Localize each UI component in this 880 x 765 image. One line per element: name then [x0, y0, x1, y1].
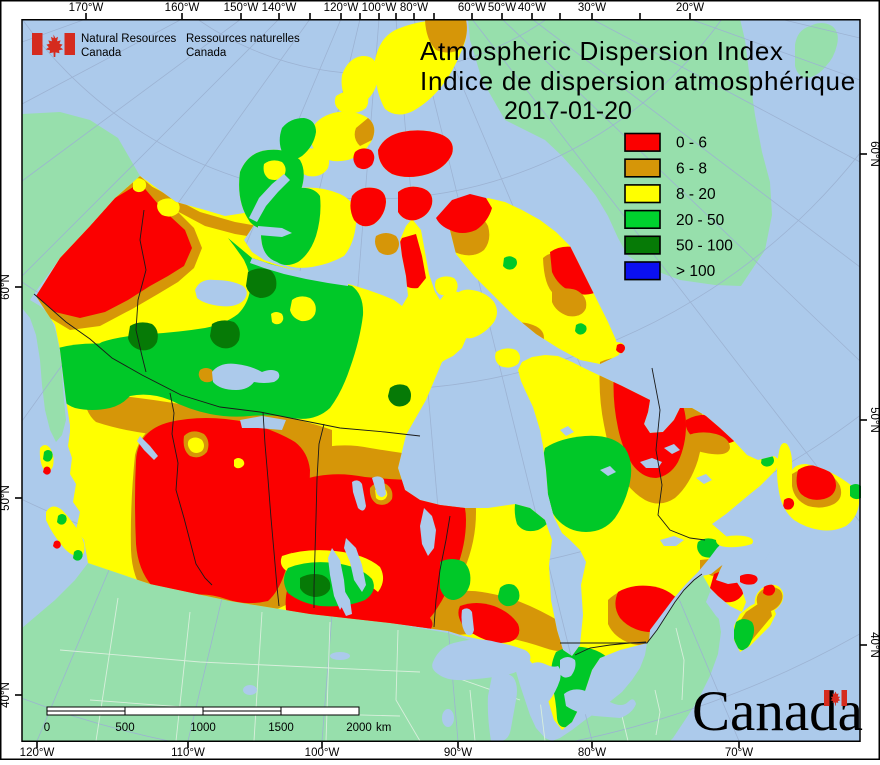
svg-text:2017-01-20: 2017-01-20: [504, 97, 632, 125]
svg-text:80°W: 80°W: [400, 2, 428, 14]
svg-text:110°W: 110°W: [171, 747, 205, 759]
svg-text:1000: 1000: [190, 722, 216, 734]
svg-text:60°W: 60°W: [458, 2, 486, 14]
svg-text:> 100: > 100: [676, 263, 716, 280]
svg-text:60°N: 60°N: [0, 274, 12, 300]
svg-text:2000: 2000: [346, 722, 372, 734]
svg-text:90°W: 90°W: [444, 747, 472, 759]
svg-text:0: 0: [44, 722, 50, 734]
svg-text:40°W: 40°W: [518, 2, 546, 14]
svg-text:120°W: 120°W: [324, 2, 359, 14]
svg-text:km: km: [376, 722, 391, 734]
svg-text:6 - 8: 6 - 8: [676, 160, 707, 177]
svg-text:100°W: 100°W: [305, 747, 340, 759]
svg-text:170°W: 170°W: [69, 2, 104, 14]
svg-text:20°W: 20°W: [676, 2, 704, 14]
svg-text:Canada: Canada: [692, 680, 863, 743]
svg-text:Indice de dispersion atmosphér: Indice de dispersion atmosphérique: [420, 66, 856, 96]
svg-text:120°W: 120°W: [20, 747, 55, 759]
svg-text:Canada: Canada: [81, 47, 122, 59]
svg-text:40°N: 40°N: [868, 632, 880, 658]
svg-text:30°W: 30°W: [578, 2, 606, 14]
svg-text:50°N: 50°N: [0, 485, 12, 511]
svg-text:20 - 50: 20 - 50: [676, 212, 725, 229]
svg-text:150°W: 150°W: [224, 2, 259, 14]
svg-text:60°N: 60°N: [868, 141, 880, 167]
svg-text:70°W: 70°W: [725, 747, 753, 759]
svg-text:50 - 100: 50 - 100: [676, 238, 733, 255]
svg-text:Ressources naturelles: Ressources naturelles: [186, 33, 300, 45]
svg-text:50°N: 50°N: [868, 407, 880, 433]
svg-text:50°W: 50°W: [488, 2, 516, 14]
svg-text:Atmospheric Dispersion Index: Atmospheric Dispersion Index: [420, 36, 784, 66]
svg-text:8 - 20: 8 - 20: [676, 186, 716, 203]
svg-text:160°W: 160°W: [165, 2, 200, 14]
svg-text:500: 500: [115, 722, 134, 734]
svg-text:0 - 6: 0 - 6: [676, 135, 707, 152]
svg-text:Canada: Canada: [186, 47, 227, 59]
svg-text:1500: 1500: [268, 722, 294, 734]
svg-text:80°W: 80°W: [578, 747, 606, 759]
svg-text:Natural Resources: Natural Resources: [81, 33, 176, 45]
svg-text:40°N: 40°N: [0, 682, 12, 708]
svg-text:140°W: 140°W: [262, 2, 297, 14]
svg-text:100°W: 100°W: [362, 2, 397, 14]
